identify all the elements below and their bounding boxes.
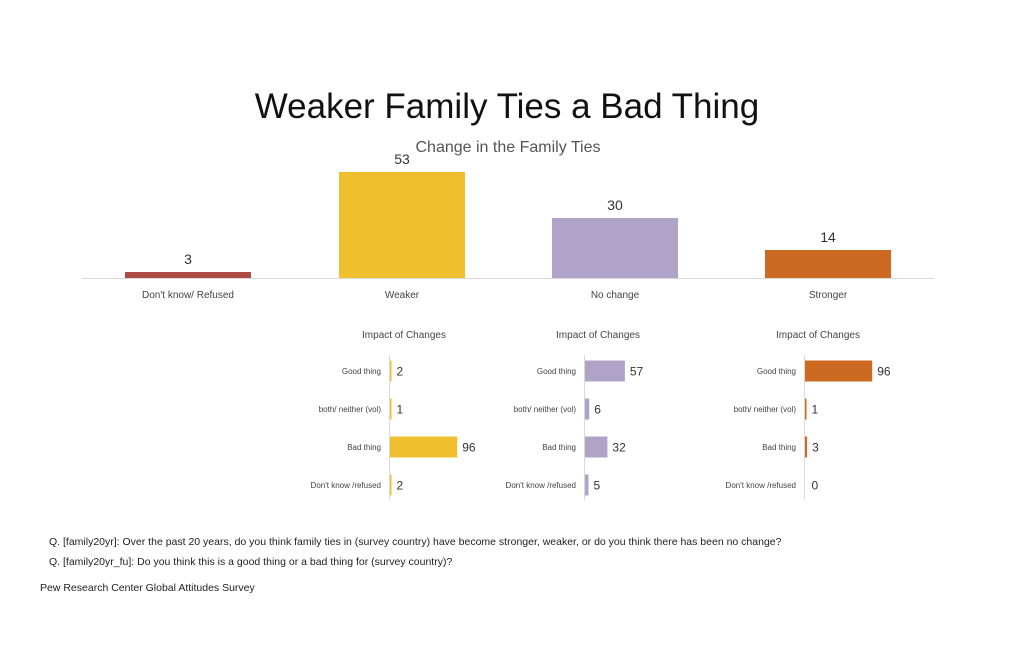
main-chart-title: Change in the Family Ties [416, 139, 601, 156]
impact-bar-2-2 [805, 436, 808, 458]
main-bar-0 [125, 272, 251, 278]
impact-bar-value-0-2: 96 [462, 441, 476, 455]
page-title: Weaker Family Ties a Bad Thing [255, 87, 759, 126]
impact-bar-value-2-0: 96 [877, 365, 891, 379]
impact-category-label-1-1: both/ neither (vol) [514, 405, 577, 414]
impact-category-label-2-0: Good thing [757, 367, 796, 376]
impact-bar-1-0 [585, 360, 625, 382]
impact-bar-2-0 [805, 360, 873, 382]
source-note: Pew Research Center Global Attitudes Sur… [40, 582, 255, 594]
question-note-2: Q. [family20yr_fu]: Do you think this is… [49, 556, 453, 568]
impact-chart-title-1: Impact of Changes [556, 330, 640, 341]
impact-bar-value-2-1: 1 [812, 403, 819, 417]
impact-bar-1-3 [585, 474, 589, 496]
impact-category-label-1-2: Bad thing [542, 443, 576, 452]
impact-bar-0-1 [390, 398, 392, 420]
main-bar-value-3: 14 [820, 229, 836, 245]
impact-bar-value-1-1: 6 [594, 403, 601, 417]
impact-bar-value-1-2: 32 [612, 441, 626, 455]
impact-bar-0-3 [390, 474, 392, 496]
impact-bar-0-2 [390, 436, 458, 458]
main-category-label-3: Stronger [809, 290, 848, 301]
impact-category-label-0-2: Bad thing [347, 443, 381, 452]
impact-bar-1-1 [585, 398, 590, 420]
impact-chart-title-2: Impact of Changes [776, 330, 860, 341]
impact-category-label-2-2: Bad thing [762, 443, 796, 452]
impact-bar-1-2 [585, 436, 608, 458]
impact-category-label-0-0: Good thing [342, 367, 381, 376]
impact-bar-value-0-3: 2 [397, 479, 404, 493]
impact-bar-2-1 [805, 398, 807, 420]
impact-category-label-0-1: both/ neither (vol) [319, 405, 382, 414]
main-category-label-2: No change [591, 290, 640, 301]
main-bar-2 [552, 218, 678, 278]
impact-category-label-2-1: both/ neither (vol) [734, 405, 797, 414]
impact-bar-value-0-0: 2 [397, 365, 404, 379]
impact-category-label-1-3: Don't know /refused [506, 481, 576, 490]
impact-chart-title-0: Impact of Changes [362, 330, 446, 341]
impact-bar-value-2-3: 0 [812, 479, 819, 493]
impact-bar-value-2-2: 3 [812, 441, 819, 455]
main-category-label-0: Don't know/ Refused [142, 290, 234, 301]
main-bar-1 [339, 172, 465, 278]
main-bar-value-2: 30 [607, 197, 623, 213]
impact-bar-0-0 [390, 360, 392, 382]
impact-bar-value-0-1: 1 [397, 403, 404, 417]
impact-bar-value-1-3: 5 [594, 479, 601, 493]
impact-category-label-2-3: Don't know /refused [726, 481, 796, 490]
main-bar-value-1: 53 [394, 151, 410, 167]
main-category-label-1: Weaker [385, 290, 420, 301]
impact-bar-value-1-0: 57 [630, 365, 644, 379]
impact-category-label-0-3: Don't know /refused [311, 481, 381, 490]
main-bar-value-0: 3 [184, 251, 192, 267]
question-note-1: Q. [family20yr]: Over the past 20 years,… [49, 536, 782, 548]
impact-category-label-1-0: Good thing [537, 367, 576, 376]
main-bar-3 [765, 250, 891, 278]
